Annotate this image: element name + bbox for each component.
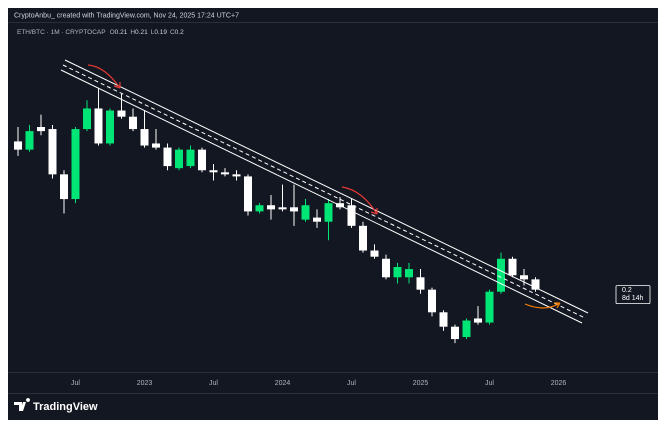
- candle-body: [313, 217, 321, 222]
- legend-label: L: [151, 29, 155, 36]
- candle-body: [324, 203, 333, 222]
- x-tick-label: 2025: [413, 380, 429, 387]
- arrows: [87, 64, 561, 309]
- candle-body: [382, 258, 390, 278]
- candle-body: [370, 250, 379, 257]
- candle-body: [37, 127, 45, 132]
- candle-body: [267, 205, 275, 210]
- candle-body: [255, 205, 264, 212]
- candle-body: [485, 291, 494, 323]
- brand: TradingView: [33, 401, 98, 413]
- channel-mid: [62, 64, 586, 319]
- candle-body: [497, 258, 505, 292]
- candle-body: [405, 269, 413, 278]
- channel: [60, 59, 589, 324]
- candle-body: [278, 207, 287, 210]
- candle-body: [175, 149, 183, 169]
- candle-body: [416, 277, 425, 290]
- candle-body: [83, 108, 91, 130]
- candle-body: [439, 312, 448, 327]
- candle-body: [94, 108, 103, 144]
- candle-body: [232, 174, 241, 177]
- candle-body: [163, 147, 172, 167]
- price-tag-box: [615, 285, 651, 305]
- candle-body: [106, 110, 114, 144]
- candle-body: [301, 205, 310, 220]
- arrow: [524, 302, 561, 309]
- candle-body: [462, 320, 471, 337]
- candle-body: [48, 129, 57, 175]
- panel: [8, 8, 658, 420]
- candle-body: [129, 116, 137, 130]
- candle-body: [140, 129, 149, 146]
- logo-icon: [14, 398, 31, 411]
- candle-body: [221, 172, 229, 175]
- candle-body: [71, 129, 80, 200]
- candle-body: [60, 174, 68, 200]
- candle-body: [428, 289, 436, 313]
- candle-body: [25, 131, 34, 150]
- symbol: ETH/BTC · 1M · CRYPTOCAP: [17, 29, 106, 36]
- channel-upper: [64, 59, 589, 314]
- countdown: 8d 14h: [622, 295, 644, 302]
- candle-body: [152, 143, 160, 148]
- x-tick-label: Jul: [347, 380, 356, 387]
- candle-body: [14, 141, 22, 150]
- x-tick-label: Jul: [71, 380, 80, 387]
- legend-label: H: [130, 29, 135, 36]
- candle-body: [244, 176, 252, 212]
- candle-body: [520, 275, 528, 280]
- x-tick-label: 2023: [137, 380, 153, 387]
- legend-value: 0.19: [154, 29, 167, 36]
- symbol-legend: ETH/BTC · 1M · CRYPTOCAP O0.21 H0.21 L0.19 C…: [17, 29, 184, 36]
- arrow: [87, 64, 121, 89]
- channel-lower: [60, 69, 583, 324]
- attribution: CryptoAnbu_ created with TradingView.com…: [14, 12, 239, 19]
- price-tag: 0.28d 14h: [615, 285, 651, 305]
- x-tick-label: 2024: [275, 380, 291, 387]
- candle-body: [117, 110, 126, 117]
- candle-body: [198, 149, 206, 171]
- legend-label: O: [110, 29, 115, 36]
- candle-body: [359, 225, 367, 251]
- arrow: [341, 186, 378, 215]
- last-price: 0.2: [622, 287, 632, 294]
- candle-body: [393, 267, 402, 278]
- legend-value: 0.21: [115, 29, 128, 36]
- x-tick-label: 2026: [551, 380, 567, 387]
- candle-body: [451, 326, 459, 340]
- legend-label: C: [170, 29, 175, 36]
- x-tick-label: Jul: [485, 380, 494, 387]
- candle-body: [290, 207, 298, 212]
- candle-body: [531, 279, 540, 290]
- candle-body: [186, 149, 195, 167]
- legend-value: 0.2: [175, 29, 184, 36]
- candle-body: [474, 318, 482, 323]
- candle-body: [508, 258, 517, 276]
- candle-body: [347, 205, 356, 226]
- logo: TradingView: [14, 398, 98, 413]
- candles: [14, 87, 540, 344]
- legend-value: 0.21: [135, 29, 148, 36]
- candle-body: [209, 170, 218, 173]
- x-tick-label: Jul: [209, 380, 218, 387]
